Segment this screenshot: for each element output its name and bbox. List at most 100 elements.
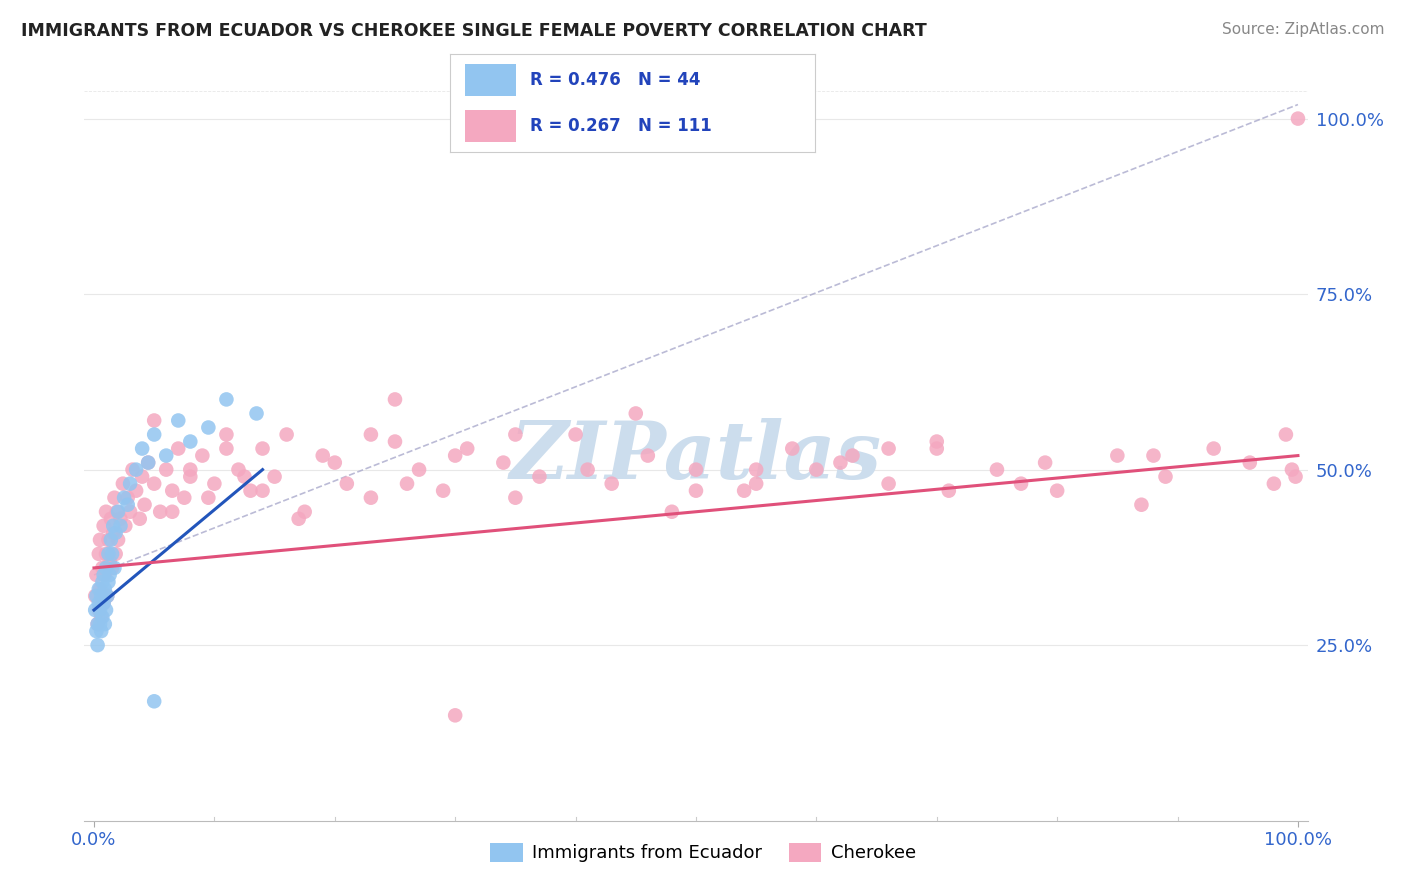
Point <box>86 617 108 632</box>
Point <box>600 476 623 491</box>
Point <box>576 462 599 476</box>
Point <box>120 476 142 491</box>
Point <box>93 518 115 533</box>
Point <box>239 483 262 498</box>
Point <box>128 512 150 526</box>
Point <box>111 476 134 491</box>
Point <box>1010 476 1032 491</box>
Point <box>384 434 406 449</box>
Point <box>637 449 659 463</box>
Point <box>167 442 190 456</box>
Point <box>86 589 108 603</box>
Point <box>87 547 110 561</box>
Point <box>408 462 430 476</box>
Point <box>89 603 111 617</box>
Text: ZIPatlas: ZIPatlas <box>510 418 882 495</box>
Text: Source: ZipAtlas.com: Source: ZipAtlas.com <box>1222 22 1385 37</box>
Point <box>103 525 125 540</box>
Point <box>529 469 551 483</box>
Point <box>136 456 159 470</box>
Point <box>125 462 148 476</box>
Point <box>101 547 124 561</box>
Point <box>143 476 166 491</box>
Point <box>1033 456 1056 470</box>
Point <box>91 610 114 624</box>
Point <box>986 462 1008 476</box>
Point <box>93 568 115 582</box>
Point <box>162 483 184 498</box>
FancyBboxPatch shape <box>464 111 516 142</box>
Point <box>87 603 110 617</box>
Point <box>87 596 110 610</box>
Point <box>197 491 219 505</box>
Point <box>94 582 117 596</box>
Point <box>782 442 804 456</box>
Point <box>94 547 117 561</box>
Point <box>114 518 136 533</box>
Point <box>395 476 418 491</box>
Point <box>103 518 125 533</box>
Point <box>93 596 115 610</box>
Point <box>336 476 359 491</box>
Point <box>155 462 177 476</box>
Point <box>733 483 755 498</box>
Point <box>287 512 309 526</box>
Point <box>263 469 285 483</box>
Point <box>97 547 120 561</box>
Point <box>661 505 683 519</box>
Point <box>312 449 335 463</box>
Point <box>215 427 238 442</box>
Point <box>432 483 454 498</box>
Point <box>104 525 127 540</box>
Point <box>1286 112 1309 126</box>
Text: R = 0.267   N = 111: R = 0.267 N = 111 <box>530 117 711 135</box>
Point <box>155 449 177 463</box>
Point <box>877 442 900 456</box>
Point <box>228 462 250 476</box>
Point <box>215 392 238 407</box>
Point <box>245 407 267 421</box>
Point <box>143 427 166 442</box>
Point <box>103 561 125 575</box>
Point <box>94 561 117 575</box>
Point <box>98 554 121 568</box>
Point <box>1142 449 1164 463</box>
Point <box>456 442 478 456</box>
Point <box>96 589 118 603</box>
Point <box>125 483 148 498</box>
Point <box>294 505 316 519</box>
Point <box>1281 462 1303 476</box>
Point <box>323 456 346 470</box>
Point <box>86 624 108 639</box>
Point <box>173 491 195 505</box>
Point <box>444 708 467 723</box>
Point <box>89 617 111 632</box>
Point <box>94 568 117 582</box>
Point <box>103 491 125 505</box>
Point <box>1275 427 1298 442</box>
Point <box>1130 498 1153 512</box>
Point <box>1202 442 1225 456</box>
Point <box>745 476 768 491</box>
Text: IMMIGRANTS FROM ECUADOR VS CHEROKEE SINGLE FEMALE POVERTY CORRELATION CHART: IMMIGRANTS FROM ECUADOR VS CHEROKEE SING… <box>21 22 927 40</box>
Point <box>624 407 647 421</box>
Point <box>100 533 122 547</box>
Point <box>94 505 117 519</box>
Point <box>179 462 201 476</box>
Point <box>107 505 129 519</box>
Point <box>179 434 201 449</box>
Point <box>107 533 129 547</box>
Point <box>143 413 166 427</box>
Point <box>685 462 707 476</box>
Point <box>112 491 135 505</box>
Point <box>384 392 406 407</box>
Point <box>105 505 128 519</box>
FancyBboxPatch shape <box>464 64 516 95</box>
Point <box>505 491 527 505</box>
Point <box>938 483 960 498</box>
Point <box>830 456 852 470</box>
Point <box>841 449 863 463</box>
Point <box>86 638 108 652</box>
Point <box>197 420 219 434</box>
Point <box>100 512 122 526</box>
